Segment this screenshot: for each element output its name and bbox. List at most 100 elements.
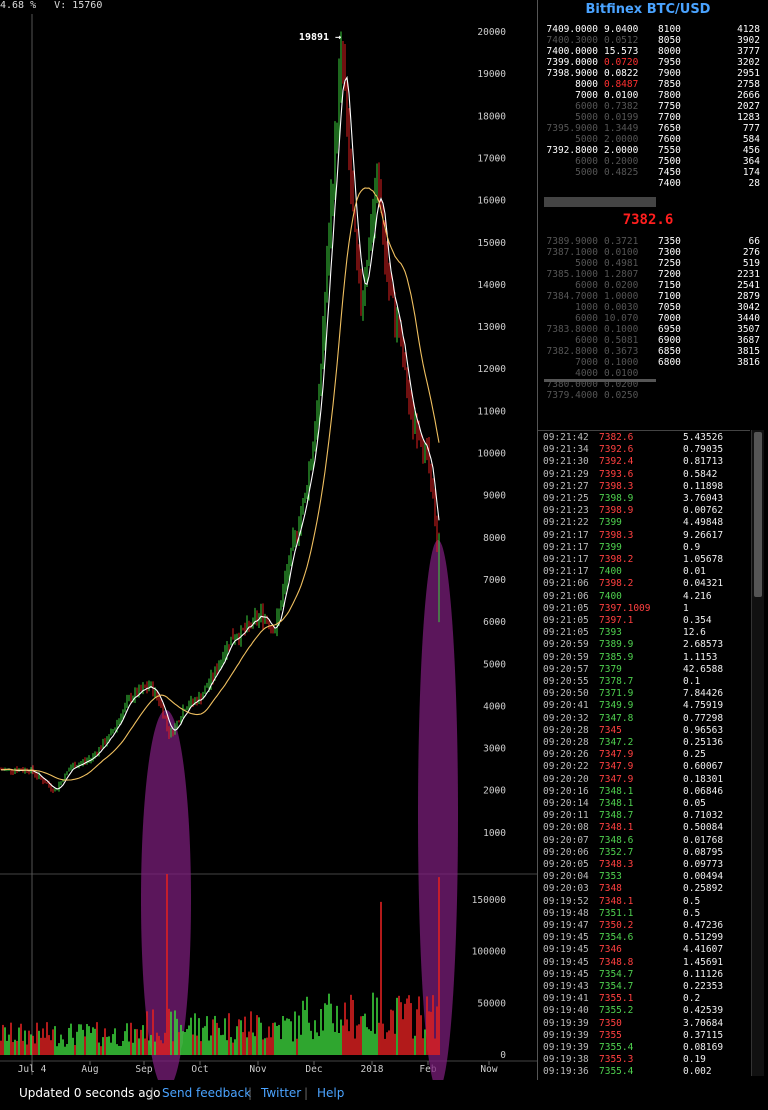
bid-order-row: 6000 10.070 <box>538 313 656 324</box>
bid-order-row: 7384.7000 1.0000 <box>538 291 656 302</box>
trade-row: 09:19:39 7355 0.37115 <box>538 1030 750 1042</box>
trade-row: 09:21:22 7399 4.49848 <box>538 517 750 529</box>
trade-amount: 0.00762 <box>683 505 724 517</box>
trade-row: 09:19:39 7350 3.70684 <box>538 1018 750 1030</box>
ask-depth-row: 8100 4128 <box>658 24 760 35</box>
trade-history[interactable]: 09:21:42 7382.6 5.43526 09:21:34 7392.6 0.790… <box>538 430 750 1079</box>
depth-price: 7450 <box>658 167 681 178</box>
trade-amount: 0.18301 <box>683 773 724 785</box>
ask-order-row: 7399.0000 0.0720 <box>538 57 656 68</box>
twitter-link[interactable]: Twitter <box>261 1086 302 1100</box>
trade-time: 09:21:17 <box>543 554 589 565</box>
send-feedback-link[interactable]: Send feedback <box>162 1086 252 1100</box>
price-chart[interactable]: 20000 19000 18000 17000 16000 15000 14000 13000… <box>0 0 537 1090</box>
trade-amount: 0.60067 <box>683 761 724 773</box>
trade-price: 7371.9 <box>599 688 634 700</box>
depth-amount: 3507 <box>737 324 760 335</box>
x-tick-label: 2018 <box>361 1064 384 1075</box>
ask-depth-row: 7750 2027 <box>658 101 760 112</box>
bid-order-row: 7387.1000 0.0100 <box>538 247 656 258</box>
order-price: 7000 <box>575 357 598 368</box>
depth-price: 7100 <box>658 291 681 302</box>
trade-time: 09:19:45 <box>543 944 589 956</box>
trade-row: 09:19:43 7354.7 0.22353 <box>538 981 750 993</box>
depth-amount: 2027 <box>737 101 760 112</box>
trade-amount: 0.37115 <box>683 1029 724 1041</box>
trade-amount: 0.22353 <box>683 981 724 992</box>
trade-price: 7348.1 <box>599 822 634 834</box>
trade-time: 09:20:55 <box>543 676 589 687</box>
trade-price: 7352.7 <box>599 846 634 858</box>
depth-price: 7050 <box>658 302 681 313</box>
order-amount: 1.2807 <box>604 269 639 280</box>
depth-amount: 2879 <box>737 291 760 302</box>
bid-order-row: 7000 0.1000 <box>538 357 656 368</box>
depth-amount: 3777 <box>737 46 760 57</box>
depth-price: 7700 <box>658 112 681 123</box>
x-tick-label: Now <box>480 1064 497 1075</box>
trade-amount: 0.08169 <box>683 1042 724 1053</box>
trade-time: 09:20:59 <box>543 639 589 651</box>
order-amount: 1.3449 <box>604 123 639 134</box>
order-price: 7395.9000 <box>546 123 598 134</box>
depth-amount: 364 <box>742 156 760 167</box>
ask-depth-row: 7600 584 <box>658 134 760 145</box>
trade-row: 09:19:48 7351.1 0.5 <box>538 908 750 920</box>
price-tick-label: 9000 <box>483 491 506 502</box>
depth-amount: 777 <box>742 123 760 134</box>
depth-price: 7550 <box>658 145 681 156</box>
trade-row: 09:20:28 7345 0.96563 <box>538 725 750 737</box>
order-price: 7385.1000 <box>546 269 598 280</box>
bid-order-row: 7385.1000 1.2807 <box>538 269 656 280</box>
price-tick-label: 18000 <box>477 111 506 122</box>
trade-amount: 1 <box>683 602 689 614</box>
trade-row: 09:19:41 7355.1 0.2 <box>538 993 750 1005</box>
bid-order-row: 4000 0.0100 <box>538 368 656 379</box>
depth-amount: 66 <box>748 236 760 247</box>
trade-history-scrollbar[interactable] <box>751 430 764 1076</box>
ask-order-row: 7409.0000 9.0400 <box>538 24 656 35</box>
trade-row: 09:19:40 7355.2 0.42539 <box>538 1005 750 1017</box>
trade-amount: 0.08795 <box>683 846 724 858</box>
volume-tick-label: 100000 <box>472 947 507 958</box>
order-price: 7380.0000 <box>546 379 598 390</box>
trade-price: 7355.4 <box>599 1066 634 1078</box>
update-status: Updated 0 seconds ago <box>19 1086 161 1100</box>
trade-time: 09:20:59 <box>543 651 589 663</box>
help-link[interactable]: Help <box>317 1086 345 1100</box>
trade-time: 09:19:40 <box>543 1005 589 1017</box>
depth-amount: 3202 <box>737 57 760 68</box>
trade-price: 7347.9 <box>599 761 634 773</box>
moving-average-slow <box>0 187 440 781</box>
trade-amount: 0.25 <box>683 749 706 761</box>
bid-depth-row: 7000 3440 <box>658 313 760 324</box>
scroll-thumb[interactable] <box>754 432 762 597</box>
depth-amount: 2666 <box>737 90 760 101</box>
trade-amount: 0.47236 <box>683 920 724 931</box>
trade-price: 7398.3 <box>599 529 634 541</box>
price-tick-label: 7000 <box>483 575 506 586</box>
price-tick-label: 17000 <box>477 153 506 164</box>
chart-canvas[interactable]: 2000019000180001700016000150001400013000… <box>0 0 537 1090</box>
depth-price: 7000 <box>658 313 681 324</box>
order-price: 7400.3000 <box>546 35 598 46</box>
trade-price: 7350.2 <box>599 920 634 931</box>
trade-time: 09:20:57 <box>543 663 589 675</box>
trade-time: 09:20:11 <box>543 810 589 822</box>
trade-price: 7355.4 <box>599 1042 634 1053</box>
trade-amount: 0.42539 <box>683 1005 724 1017</box>
trade-price: 7354.7 <box>599 968 634 980</box>
order-book-panel: Bitfinex BTC/USD 7409.0000 9.0400 7400.300… <box>537 0 768 1080</box>
price-tick-label: 13000 <box>477 322 506 333</box>
ask-depth-row: 7950 3202 <box>658 57 760 68</box>
trade-amount: 0.06846 <box>683 785 724 797</box>
depth-amount: 2758 <box>737 79 760 90</box>
bid-depth-row: 6800 3816 <box>658 357 760 368</box>
trade-row: 09:21:34 7392.6 0.79035 <box>538 444 750 456</box>
trade-row: 09:19:45 7354.6 0.51299 <box>538 932 750 944</box>
trade-price: 7348.6 <box>599 834 634 846</box>
depth-price: 7250 <box>658 258 681 269</box>
order-price: 5000 <box>575 258 598 269</box>
depth-price: 6850 <box>658 346 681 357</box>
trade-price: 7347.2 <box>599 737 634 748</box>
